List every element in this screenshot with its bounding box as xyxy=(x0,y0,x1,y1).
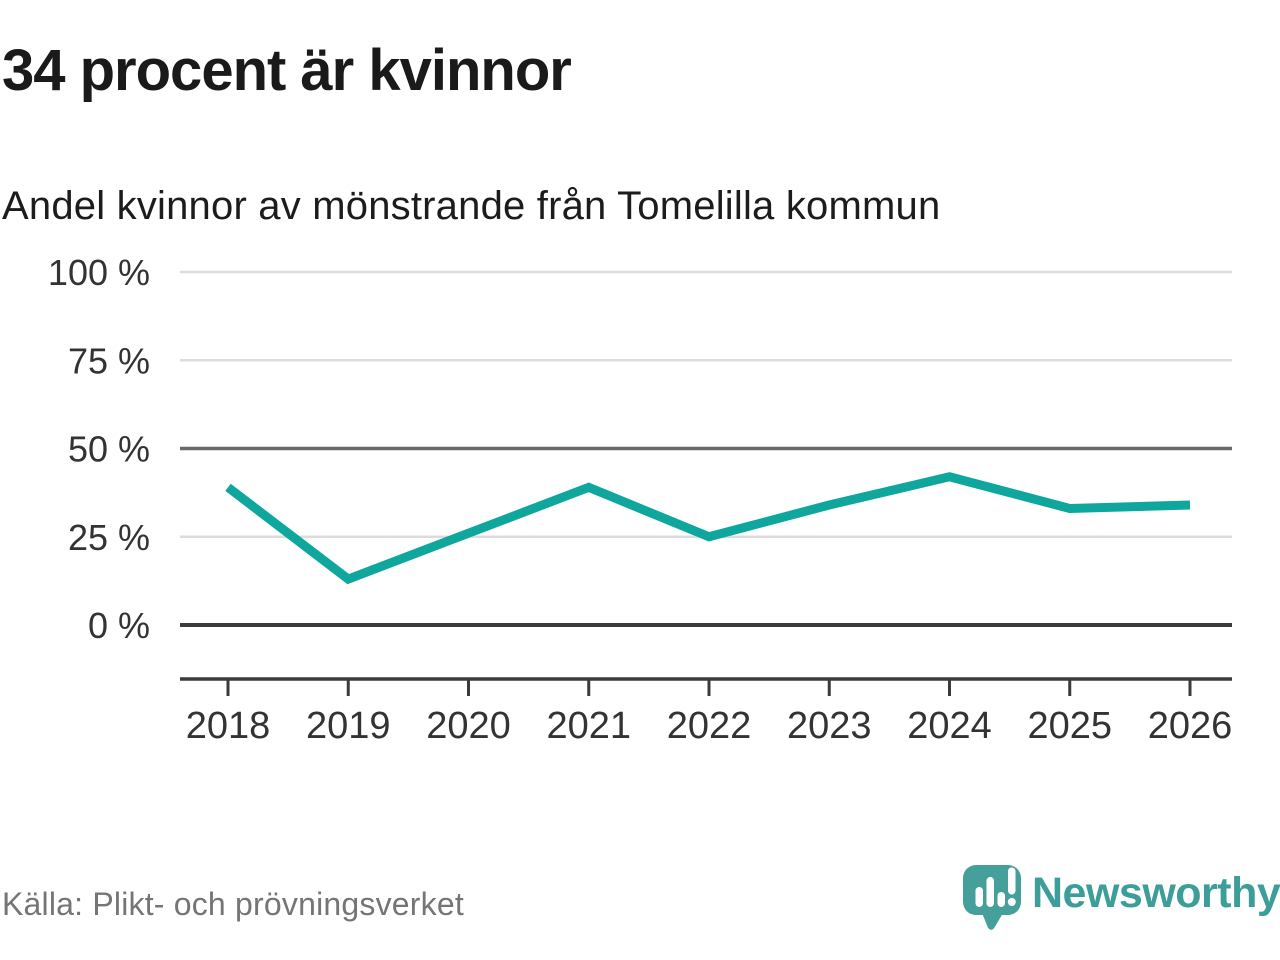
y-axis-tick-label: 100 % xyxy=(48,252,150,293)
x-axis-tick-label: 2023 xyxy=(787,705,872,747)
newsworthy-bubble-chart-icon xyxy=(963,865,1021,930)
x-axis-tick-label: 2022 xyxy=(667,705,752,747)
x-axis-tick-label: 2025 xyxy=(1027,705,1112,747)
newsworthy-logo-text: Newsworthy xyxy=(1032,869,1280,917)
x-axis-tick-label: 2020 xyxy=(426,705,511,747)
x-axis-tick-label: 2018 xyxy=(186,705,271,747)
newsworthy-logo: Newsworthy xyxy=(956,858,1280,938)
x-axis-tick-label: 2026 xyxy=(1148,705,1233,747)
page-title: 34 procent är kvinnor xyxy=(2,38,572,103)
y-axis-tick-label: 75 % xyxy=(68,340,150,381)
y-axis-tick-label: 50 % xyxy=(68,429,150,470)
data-line-series xyxy=(225,472,1191,585)
source-text: Källa: Plikt- och prövningsverket xyxy=(2,886,464,922)
y-axis-tick-label: 25 % xyxy=(68,517,150,558)
x-axis-tick-label: 2019 xyxy=(306,705,391,747)
chart-subtitle: Andel kvinnor av mönstrande från Tomelil… xyxy=(2,184,941,228)
x-axis-tick-label: 2021 xyxy=(546,705,631,747)
y-axis-tick-label: 0 % xyxy=(88,605,150,646)
x-axis-tick-label: 2024 xyxy=(907,705,992,747)
